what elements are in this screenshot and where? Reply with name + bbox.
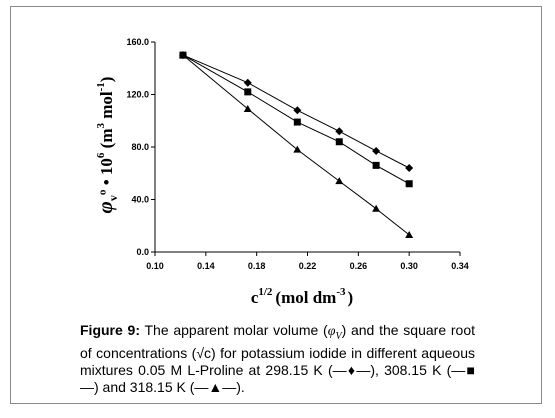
y-tick-label: 120.0 [126,90,149,100]
caption-phi-subscript: V [335,330,342,342]
y-tick-label: 160.0 [126,37,149,47]
x-tick-label: 0.22 [299,261,317,271]
series-line [182,54,410,236]
caption-text-1: The apparent molar volume ( [139,322,328,338]
series-diamond [178,51,414,172]
diamond-point [405,164,414,172]
y-tick-label: 80.0 [131,142,149,152]
figure-frame [10,6,542,404]
chart-axes [151,41,461,256]
square-point [335,138,343,146]
triangle-point [293,145,302,153]
diamond-point [293,106,302,115]
square-point [244,88,252,96]
caption-label: Figure 9: [80,322,140,338]
x-tick-label: 0.14 [197,261,215,271]
figure-caption: Figure 9: The apparent molar volume (φV)… [80,322,475,396]
y-tick-label: 40.0 [131,195,149,205]
x-tick-label: 0.18 [248,261,266,271]
x-tick-label: 0.34 [451,261,469,271]
diamond-point [243,78,252,87]
x-tick-label: 0.10 [146,261,164,271]
x-tick-label: 0.30 [400,261,418,271]
square-point [405,180,413,188]
caption-text-2: ) and the square root of concentrations … [80,322,475,395]
diamond-point [372,146,381,155]
y-axis-title: φvº • 106 (m3 mol-1) [93,77,120,214]
triangle-point [335,177,344,185]
triangle-point [405,230,414,238]
series-line [182,54,410,185]
diamond-point [335,127,344,136]
triangle-point [243,104,252,112]
series-triangle [178,51,414,238]
chart-series [178,51,414,238]
triangle-point [178,51,187,59]
series-line [182,54,410,169]
y-tick-label: 0.0 [136,247,149,257]
caption-phi-symbol: φ [327,324,336,339]
square-point [293,118,301,126]
y-tick-labels: 0.0 40.0 80.0 120.0 160.0 [126,37,149,257]
x-tick-label: 0.26 [350,261,368,271]
x-tick-labels: 0.10 0.14 0.18 0.22 0.26 0.30 0.34 [146,261,469,271]
square-point [372,161,380,169]
triangle-point [372,204,381,212]
x-axis-title: c1/2 (mol dm-3) [251,286,353,307]
series-square [179,51,413,188]
